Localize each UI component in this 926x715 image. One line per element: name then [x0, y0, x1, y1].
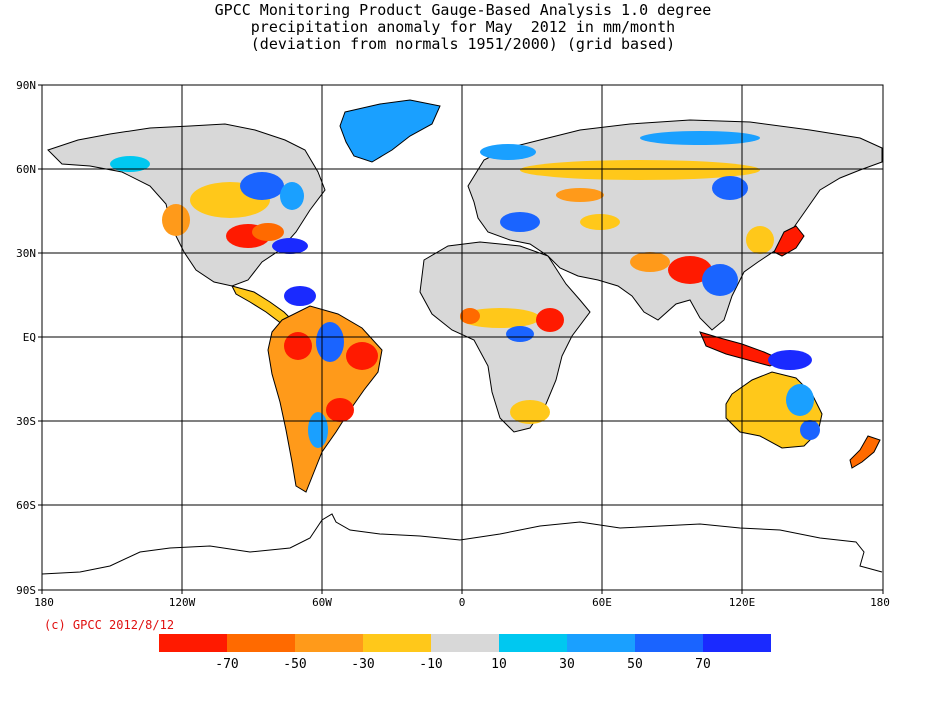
colorbar-swatch: [159, 634, 227, 652]
lon-label-60w: 60W: [312, 596, 332, 609]
anomaly-cell: [308, 412, 328, 448]
colorbar-swatch: [499, 634, 567, 652]
chart-title: GPCC Monitoring Product Gauge-Based Anal…: [0, 2, 926, 53]
lon-label-60e: 60E: [592, 596, 612, 609]
region-japan: [773, 225, 805, 257]
lon-label-180e: 180: [870, 596, 890, 609]
map-gridlines: [42, 85, 883, 590]
anomaly-cell: [272, 238, 308, 254]
anomaly-cell: [162, 204, 190, 236]
anomaly-cell: [346, 342, 378, 370]
colorbar-swatch: [703, 634, 771, 652]
lon-label-120w: 120W: [169, 596, 196, 609]
region-antarctica: [42, 513, 883, 575]
lat-label-90s: 90S: [16, 584, 36, 597]
colorbar-label: 70: [695, 657, 711, 672]
axis-ticks: [38, 84, 884, 594]
anomaly-cell: [500, 212, 540, 232]
colorbar-label: -50: [283, 657, 307, 672]
anomaly-cell: [510, 400, 550, 424]
region-new-zealand: [849, 435, 881, 469]
anomaly-cell: [240, 172, 284, 200]
title-line-3: (deviation from normals 1951/2000) (grid…: [250, 35, 676, 53]
colorbar-swatch: [363, 634, 431, 652]
lon-label-120e: 120E: [729, 596, 756, 609]
anomaly-cell: [480, 144, 536, 160]
anomaly-blobs: [110, 131, 820, 448]
anomaly-cell: [630, 252, 670, 272]
region-central-america: [231, 285, 293, 325]
colorbar: [159, 634, 771, 652]
anomaly-cell: [768, 350, 812, 370]
colorbar-label: 10: [491, 657, 507, 672]
colorbar-label: -30: [351, 657, 375, 672]
colorbar-label: 50: [627, 657, 643, 672]
anomaly-cell: [536, 308, 564, 332]
anomaly-cell: [280, 182, 304, 210]
anomaly-cell: [520, 160, 760, 180]
colorbar-swatch: [635, 634, 703, 652]
anomaly-cell: [252, 223, 284, 241]
anomaly-cell: [460, 308, 480, 324]
colorbar-swatch: [227, 634, 295, 652]
lat-label-30n: 30N: [16, 247, 36, 260]
anomaly-cell: [556, 188, 604, 202]
anomaly-cell: [640, 131, 760, 145]
anomaly-cell: [746, 226, 774, 254]
anomaly-cell: [460, 308, 540, 328]
title-line-1: GPCC Monitoring Product Gauge-Based Anal…: [214, 1, 712, 19]
copyright-text: (c) GPCC 2012/8/12: [44, 618, 175, 632]
colorbar-swatch: [567, 634, 635, 652]
title-line-2: precipitation anomaly for May 2012 in mm…: [250, 18, 676, 36]
lat-label-60n: 60N: [16, 163, 36, 176]
lat-label-30s: 30S: [16, 415, 36, 428]
anomaly-cell: [284, 286, 316, 306]
anomaly-cell: [110, 156, 150, 172]
colorbar-label: 30: [559, 657, 575, 672]
lat-label-60s: 60S: [16, 499, 36, 512]
anomaly-cell: [580, 214, 620, 230]
anomaly-cell: [506, 326, 534, 342]
anomaly-cell: [316, 322, 344, 362]
colorbar-label: -70: [215, 657, 239, 672]
map-area: [42, 99, 883, 575]
anomaly-cell: [800, 420, 820, 440]
colorbar-swatch: [431, 634, 499, 652]
anomaly-cell: [786, 384, 814, 416]
lon-label-0: 0: [459, 596, 466, 609]
region-greenland: [339, 99, 441, 163]
anomaly-cell: [284, 332, 312, 360]
anomaly-cell: [702, 264, 738, 296]
lat-label-eq: EQ: [23, 331, 36, 344]
colorbar-label: -10: [419, 657, 443, 672]
anomaly-cell: [668, 256, 712, 284]
lon-label-180w: 180: [34, 596, 54, 609]
anomaly-cell: [712, 176, 748, 200]
colorbar-swatch: [295, 634, 363, 652]
lat-label-90n: 90N: [16, 79, 36, 92]
anomaly-cell: [326, 398, 354, 422]
